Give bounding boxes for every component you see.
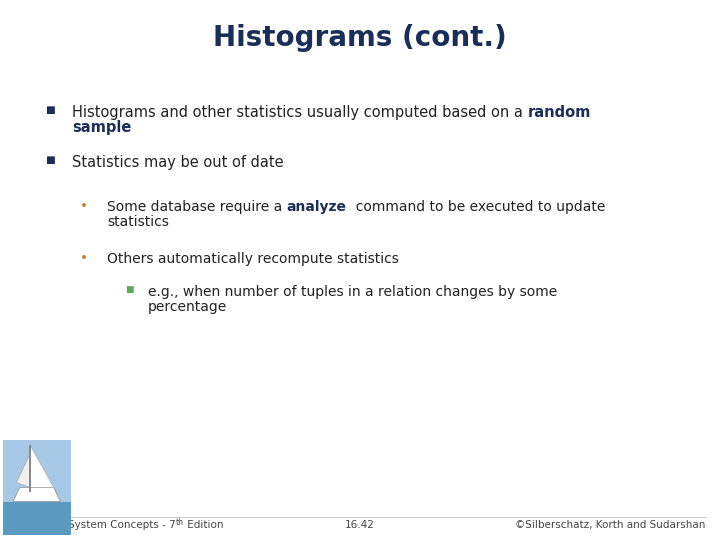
Text: th: th [176,518,184,527]
Text: percentage: percentage [148,300,228,314]
Text: ■: ■ [45,105,55,115]
Text: ■: ■ [45,155,55,165]
Text: Others automatically recompute statistics: Others automatically recompute statistic… [107,252,399,266]
Text: statistics: statistics [107,214,169,228]
Text: 16.42: 16.42 [345,520,375,530]
Text: sample: sample [72,120,131,135]
Text: Histograms and other statistics usually computed based on a: Histograms and other statistics usually … [72,105,528,120]
Text: ■: ■ [125,285,133,294]
Text: •: • [80,252,88,265]
Text: Statistics may be out of date: Statistics may be out of date [72,155,284,170]
Polygon shape [30,445,54,487]
Polygon shape [13,487,60,502]
Text: •: • [80,200,88,213]
Text: random: random [528,105,591,120]
Text: command to be executed to update: command to be executed to update [346,200,605,214]
Bar [30,445,31,492]
Text: Database System Concepts - 7: Database System Concepts - 7 [15,520,176,530]
Text: Edition: Edition [184,520,223,530]
Text: ©Silberschatz, Korth and Sudarshan: ©Silberschatz, Korth and Sudarshan [515,520,705,530]
Text: analyze: analyze [287,200,346,214]
Polygon shape [17,454,30,487]
Text: Database System Concepts - 7: Database System Concepts - 7 [15,520,176,530]
Bar [3,502,71,535]
Text: Histograms (cont.): Histograms (cont.) [213,24,507,52]
Text: e.g., when number of tuples in a relation changes by some: e.g., when number of tuples in a relatio… [148,285,557,299]
Text: Some database require a: Some database require a [107,200,287,214]
